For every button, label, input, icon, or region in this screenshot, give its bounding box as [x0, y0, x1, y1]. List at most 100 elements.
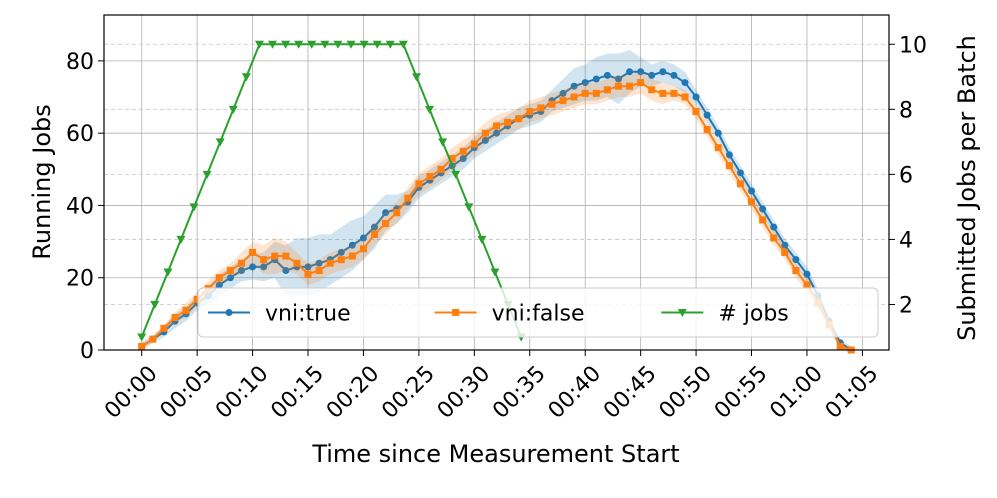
- point: [759, 205, 767, 213]
- point: [670, 71, 678, 79]
- point: [249, 248, 257, 256]
- point: [315, 266, 323, 274]
- point: [215, 138, 225, 147]
- point: [464, 203, 474, 212]
- y-tick-label: 40: [66, 194, 94, 219]
- point: [603, 86, 611, 94]
- point: [426, 173, 434, 181]
- point: [282, 252, 290, 260]
- point: [770, 234, 778, 242]
- point: [163, 268, 173, 277]
- point: [637, 79, 645, 87]
- point: [372, 40, 382, 49]
- y2-tick-label: 10: [899, 33, 927, 58]
- point: [692, 107, 700, 115]
- point: [320, 40, 330, 49]
- point: [359, 40, 369, 49]
- point: [215, 274, 223, 282]
- error-band: [141, 50, 852, 354]
- point: [581, 89, 589, 97]
- point: [681, 93, 689, 101]
- point: [371, 230, 379, 238]
- point: [393, 209, 401, 217]
- point: [748, 187, 756, 195]
- point: [714, 129, 722, 137]
- point: [228, 105, 238, 114]
- point: [470, 140, 478, 148]
- point: [385, 40, 395, 49]
- point: [138, 342, 146, 350]
- point: [714, 144, 722, 152]
- y2-tick-label: 2: [899, 293, 913, 318]
- point: [315, 259, 323, 267]
- point: [803, 270, 811, 278]
- point: [626, 68, 634, 76]
- point: [371, 223, 379, 231]
- point: [477, 235, 487, 244]
- legend: vni:true vni:false # jobs: [197, 287, 879, 338]
- legend-marker: [677, 309, 687, 317]
- point: [481, 136, 489, 144]
- point: [559, 97, 567, 105]
- legend-marker: [452, 309, 460, 316]
- point: [382, 209, 390, 217]
- point: [592, 89, 600, 97]
- point: [182, 306, 190, 314]
- point: [448, 154, 456, 162]
- point: [614, 82, 622, 90]
- point: [736, 169, 744, 177]
- point: [382, 220, 390, 228]
- point: [481, 129, 489, 137]
- y2-tick-label: 8: [899, 98, 913, 123]
- legend-box: [197, 287, 879, 338]
- point: [149, 335, 157, 343]
- point: [548, 100, 556, 108]
- point: [759, 216, 767, 224]
- point: [770, 223, 778, 231]
- point: [150, 300, 160, 309]
- point: [703, 126, 711, 134]
- point: [304, 270, 312, 278]
- point: [189, 203, 199, 212]
- point: [437, 165, 445, 173]
- point: [337, 256, 345, 264]
- point: [803, 281, 811, 289]
- point: [836, 342, 844, 350]
- point: [254, 40, 264, 49]
- point: [592, 75, 600, 83]
- point: [249, 263, 257, 271]
- point: [137, 333, 147, 342]
- point: [359, 245, 367, 253]
- point: [670, 89, 678, 97]
- point: [415, 180, 423, 188]
- point: [348, 241, 356, 249]
- point: [648, 86, 656, 94]
- point: [570, 82, 578, 90]
- point: [226, 266, 234, 274]
- point: [515, 115, 523, 123]
- point: [271, 252, 279, 260]
- point: [241, 73, 251, 82]
- point: [293, 259, 301, 267]
- point: [626, 82, 634, 90]
- legend-label: vni:true: [265, 302, 351, 327]
- point: [459, 154, 467, 162]
- point: [346, 40, 356, 49]
- point: [725, 162, 733, 170]
- point: [570, 93, 578, 101]
- point: [260, 256, 268, 264]
- point: [411, 73, 421, 82]
- point: [748, 198, 756, 206]
- point: [237, 259, 245, 267]
- point: [581, 79, 589, 87]
- point: [603, 71, 611, 79]
- point: [736, 180, 744, 188]
- series-line: [140, 43, 523, 338]
- y-tick-label: 60: [66, 122, 94, 147]
- y2-tick-label: 6: [899, 163, 913, 188]
- point: [193, 295, 201, 303]
- point: [659, 89, 667, 97]
- point: [537, 104, 545, 112]
